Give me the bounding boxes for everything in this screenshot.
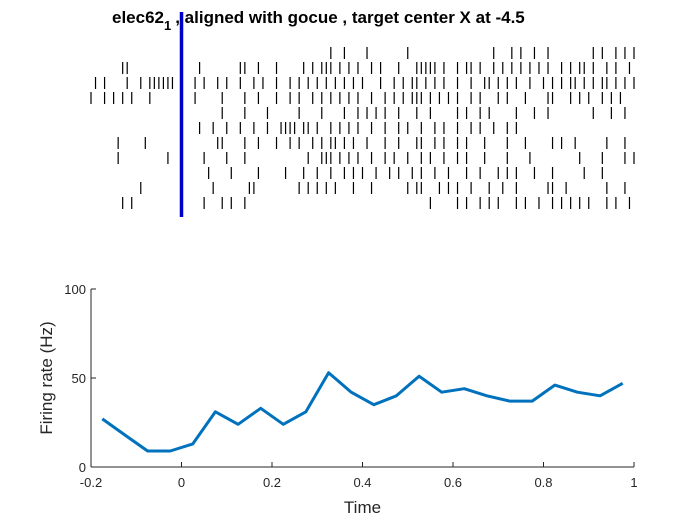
raster-title: elec621 , aligned with gocue , target cen… [112, 8, 525, 33]
title-rest: , aligned with gocue , target center X a… [175, 8, 525, 27]
x-axis-label: Time [344, 498, 381, 517]
firing-rate-line [101, 371, 624, 453]
x-tick-label: 0.6 [444, 475, 462, 490]
raster-trial-9 [208, 167, 603, 179]
x-tick-label: -0.2 [80, 475, 102, 490]
y-axis-label: Firing rate (Hz) [37, 321, 56, 434]
raster-trial-8 [117, 152, 635, 164]
raster-trial-5 [221, 107, 626, 119]
raster-trial-2 [122, 62, 631, 74]
x-tick-label: 1 [630, 475, 637, 490]
x-tick-label: 0 [178, 475, 185, 490]
raster-trial-3 [94, 77, 635, 89]
raster-trial-4 [90, 92, 622, 104]
x-tick-label: 0.2 [263, 475, 281, 490]
y-tick-label: 50 [72, 371, 86, 386]
y-tick-label: 100 [64, 282, 86, 297]
raster-trial-11 [122, 197, 631, 209]
y-ticks: 0 50 100 [64, 282, 96, 475]
raster-plot [90, 47, 635, 209]
raster-trial-7 [117, 137, 626, 149]
raster-trial-10 [140, 182, 626, 194]
title-subscript: 1 [164, 18, 171, 33]
x-tick-label: 0.8 [534, 475, 552, 490]
x-tick-label: 0.4 [353, 475, 371, 490]
x-ticks: -0.2 0 0.2 0.4 0.6 0.8 1 [80, 462, 638, 490]
raster-trial-1 [330, 47, 635, 59]
title-main: elec62 [112, 8, 164, 27]
raster-trial-6 [180, 122, 517, 134]
y-tick-label: 0 [79, 460, 86, 475]
